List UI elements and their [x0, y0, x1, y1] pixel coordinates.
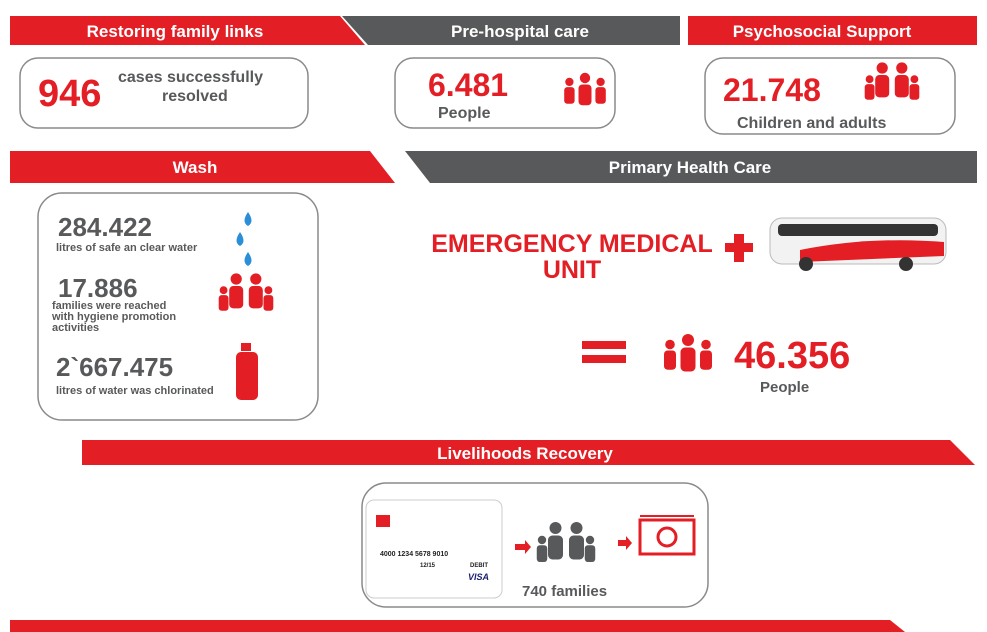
stat-text: People — [438, 105, 491, 122]
unit-label: EMERGENCY MEDICAL — [431, 230, 713, 258]
card-logo — [376, 515, 390, 527]
unit-label: UNIT — [543, 256, 601, 284]
card-expiry: 12/15 — [420, 563, 436, 569]
stat-number: 946 — [38, 73, 101, 115]
stat-number: 21.748 — [723, 72, 821, 108]
stat-text: activities — [52, 322, 99, 334]
stat-number: 284.422 — [58, 212, 152, 242]
stat-text: People — [760, 379, 809, 396]
stat-text: litres of safe an clear water — [56, 242, 198, 254]
stat-text: litres of water was chlorinated — [56, 385, 214, 397]
money-icon — [640, 516, 694, 554]
equals-sign — [582, 341, 626, 349]
section-title: Primary Health Care — [609, 158, 772, 177]
card-number: 4000 1234 5678 9010 — [380, 551, 448, 558]
bottom-bar — [10, 620, 905, 632]
stat-number: 46.356 — [734, 335, 850, 377]
section-title: Restoring family links — [87, 22, 264, 41]
card-brand: VISA — [468, 572, 489, 582]
section-title: Wash — [173, 158, 218, 177]
stat-text: cases successfully — [118, 69, 263, 86]
stat-text: 740 families — [522, 583, 607, 600]
people-icon — [664, 334, 712, 372]
section-title: Livelihoods Recovery — [437, 444, 613, 463]
stat-number: 6.481 — [428, 67, 508, 103]
section-title: Psychosocial Support — [733, 22, 912, 41]
infographic: Restoring family links Pre-hospital care… — [0, 0, 987, 632]
section-title: Pre-hospital care — [451, 22, 589, 41]
debit-card — [366, 500, 502, 598]
card-kind: DEBIT — [470, 563, 488, 569]
stat-number: 2`667.475 — [56, 352, 173, 382]
stat-text: resolved — [162, 88, 228, 105]
stat-number: 17.886 — [58, 273, 138, 303]
stat-text: Children and adults — [737, 115, 886, 132]
bus — [770, 218, 946, 271]
plus-sign — [734, 234, 744, 262]
equals-sign — [582, 355, 626, 363]
